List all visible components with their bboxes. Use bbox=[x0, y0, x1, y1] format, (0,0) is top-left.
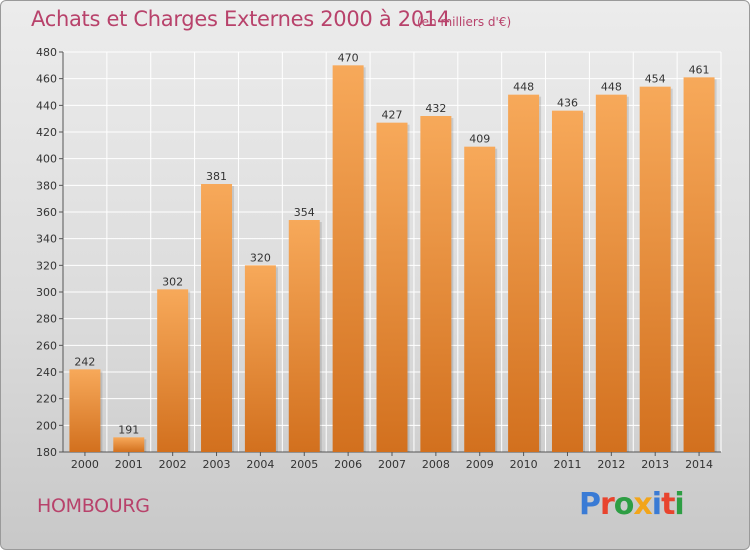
data-label-2000: 242 bbox=[74, 355, 95, 368]
bar-2003[interactable] bbox=[201, 184, 233, 452]
x-tick-label-2008: 2008 bbox=[422, 458, 450, 471]
bar-2012[interactable] bbox=[595, 94, 627, 453]
data-label-2006: 470 bbox=[338, 51, 359, 64]
y-tick-label: 480 bbox=[36, 46, 57, 59]
data-label-2008: 432 bbox=[425, 102, 446, 115]
data-label-2002: 302 bbox=[162, 275, 183, 288]
bar-2000[interactable] bbox=[69, 369, 101, 452]
y-tick-label: 320 bbox=[36, 259, 57, 272]
y-tick-label: 380 bbox=[36, 179, 57, 192]
bar-2001[interactable] bbox=[113, 437, 145, 452]
chart-subtitle: (en milliers d'€) bbox=[417, 15, 512, 29]
bar-2010[interactable] bbox=[508, 94, 540, 453]
city-name: HOMBOURG bbox=[37, 495, 150, 517]
x-tick-label-2001: 2001 bbox=[115, 458, 143, 471]
x-tick-label-2009: 2009 bbox=[466, 458, 494, 471]
x-tick-label-2000: 2000 bbox=[71, 458, 99, 471]
x-tick-label-2006: 2006 bbox=[334, 458, 362, 471]
y-tick-label: 400 bbox=[36, 153, 57, 166]
y-tick-label: 200 bbox=[36, 419, 57, 432]
y-tick-label: 460 bbox=[36, 73, 57, 86]
tick-labels: 180 200 220 240 260 280 300 320 340 360 380 400 420 4… bbox=[36, 46, 713, 471]
data-label-2004: 320 bbox=[250, 251, 271, 264]
bars bbox=[69, 65, 717, 453]
data-label-2011: 436 bbox=[557, 97, 578, 110]
x-tick-label-2011: 2011 bbox=[553, 458, 581, 471]
logo-letter: i bbox=[674, 487, 684, 522]
y-tick-label: 240 bbox=[36, 366, 57, 379]
x-tick-label-2012: 2012 bbox=[597, 458, 625, 471]
x-tick-label-2004: 2004 bbox=[246, 458, 274, 471]
data-label-2014: 461 bbox=[689, 63, 710, 76]
data-label-2003: 381 bbox=[206, 170, 227, 183]
logo-letter: P bbox=[579, 487, 601, 522]
logo-letter: r bbox=[600, 487, 615, 522]
bar-2002[interactable] bbox=[157, 289, 189, 452]
logo-letter: i bbox=[651, 487, 662, 522]
y-tick-label: 420 bbox=[36, 126, 57, 139]
data-label-2009: 409 bbox=[469, 133, 490, 146]
data-label-2007: 427 bbox=[382, 109, 403, 122]
logo-letter: t bbox=[661, 487, 675, 522]
y-tick-label: 220 bbox=[36, 393, 57, 406]
bar-2004[interactable] bbox=[244, 265, 276, 452]
x-tick-label-2002: 2002 bbox=[159, 458, 187, 471]
x-tick-label-2003: 2003 bbox=[203, 458, 231, 471]
x-tick-label-2005: 2005 bbox=[290, 458, 318, 471]
bar-2006[interactable] bbox=[332, 65, 364, 452]
logo-letter: x bbox=[633, 487, 652, 522]
bar-2013[interactable] bbox=[639, 86, 671, 453]
x-tick-label-2007: 2007 bbox=[378, 458, 406, 471]
y-tick-label: 360 bbox=[36, 206, 57, 219]
data-label-2010: 448 bbox=[513, 81, 534, 94]
x-tick-label-2014: 2014 bbox=[685, 458, 713, 471]
bar-2007[interactable] bbox=[376, 122, 408, 453]
y-tick-label: 280 bbox=[36, 313, 57, 326]
y-tick-label: 340 bbox=[36, 233, 57, 246]
chart-title: Achats et Charges Externes 2000 à 2014 bbox=[31, 7, 451, 31]
bar-2014[interactable] bbox=[683, 77, 715, 452]
data-label-2001: 191 bbox=[118, 423, 139, 436]
data-label-2012: 448 bbox=[601, 81, 622, 94]
logo-letter: o bbox=[613, 487, 635, 522]
proxiti-logo[interactable]: Proxiti bbox=[579, 487, 685, 522]
data-label-2005: 354 bbox=[294, 206, 315, 219]
y-tick-label: 260 bbox=[36, 339, 57, 352]
bar-2009[interactable] bbox=[464, 146, 496, 452]
bar-2011[interactable] bbox=[551, 110, 583, 453]
data-labels: 242 191 302 381 320 354 470 427 432 409 448 436 448 4… bbox=[74, 51, 709, 436]
data-label-2013: 454 bbox=[645, 73, 666, 86]
y-tick-label: 440 bbox=[36, 99, 57, 112]
y-tick-label: 300 bbox=[36, 286, 57, 299]
y-tick-label: 180 bbox=[36, 446, 57, 459]
bar-2008[interactable] bbox=[420, 116, 452, 452]
bar-2005[interactable] bbox=[288, 220, 320, 452]
x-tick-label-2010: 2010 bbox=[510, 458, 538, 471]
x-tick-label-2013: 2013 bbox=[641, 458, 669, 471]
